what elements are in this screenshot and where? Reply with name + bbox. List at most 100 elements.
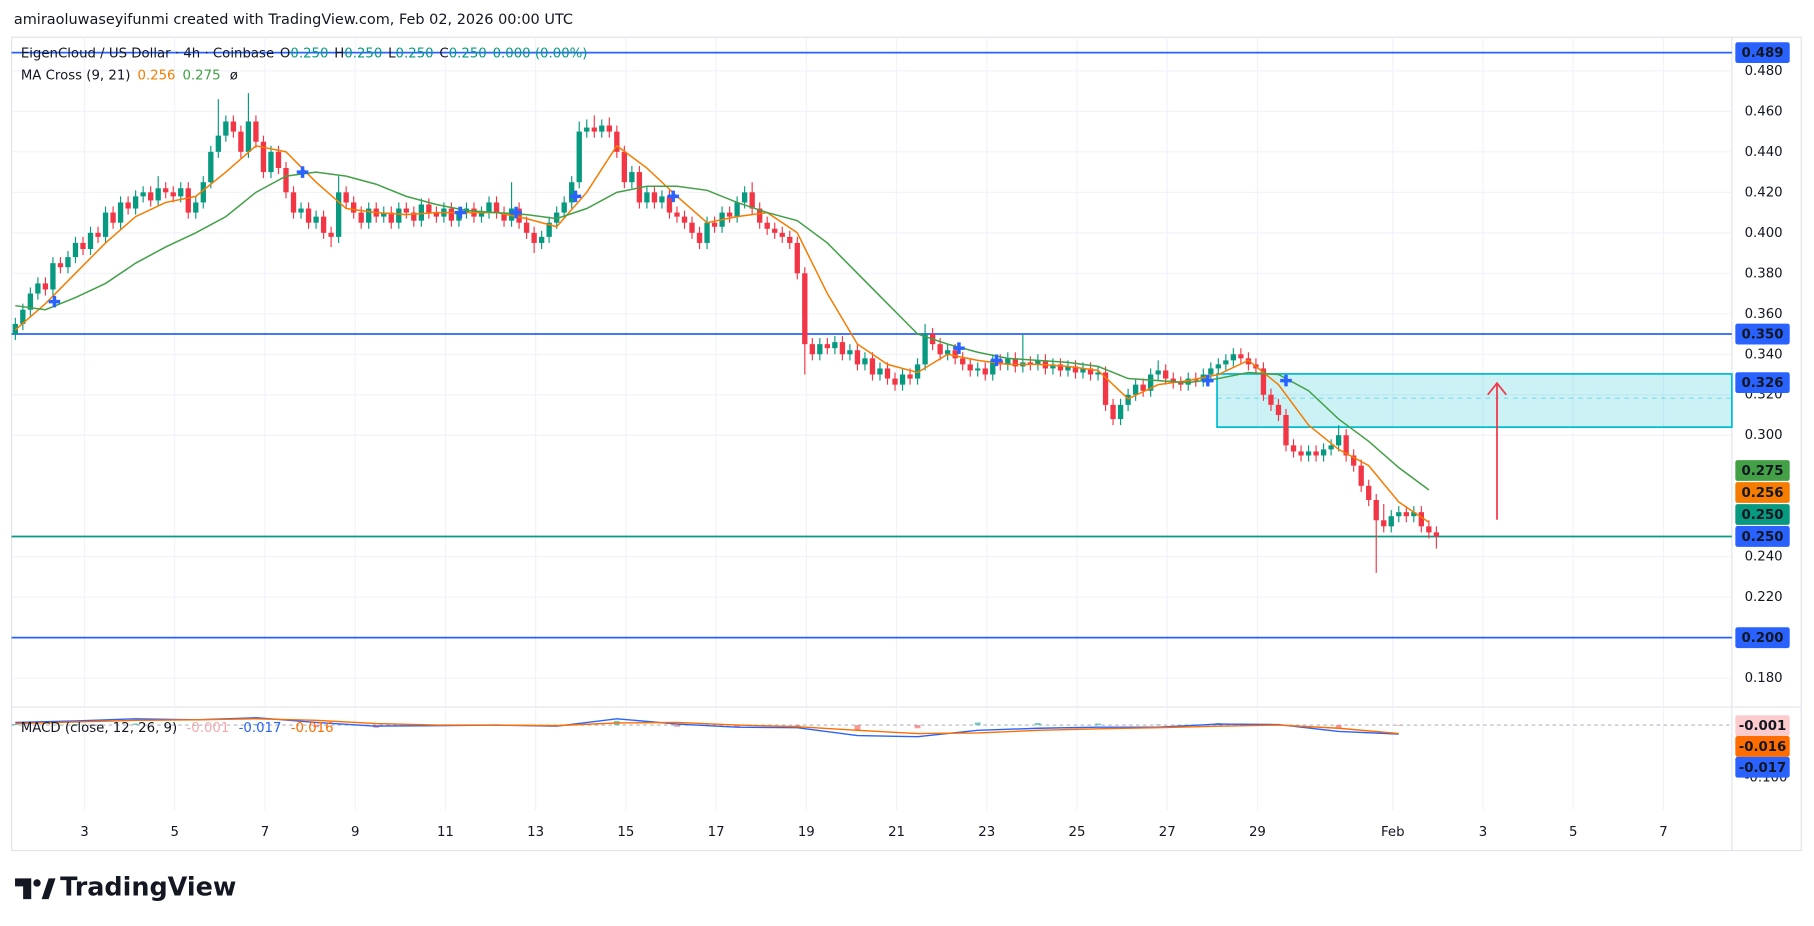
candle-body	[110, 212, 116, 223]
candle-body	[1305, 451, 1312, 456]
candle-body	[1178, 382, 1184, 385]
candle-body	[990, 360, 996, 375]
candle-body	[178, 188, 184, 197]
candle-body	[644, 192, 650, 203]
y-tick-label: 0.380	[1745, 266, 1783, 281]
candle-body	[802, 273, 808, 345]
candle-body	[290, 192, 297, 213]
brand: TradingView	[60, 873, 236, 903]
candle-body	[508, 208, 515, 221]
price-tag	[1735, 460, 1790, 481]
candle-body	[275, 151, 282, 169]
candle-body	[576, 131, 582, 183]
candle-body	[20, 309, 26, 324]
price-tag-label: -0.016	[1739, 740, 1787, 755]
candle-body	[606, 125, 612, 132]
candle-body	[629, 172, 635, 183]
candle-body	[215, 135, 221, 152]
candle-body	[824, 344, 831, 349]
candle-body	[734, 202, 740, 217]
candle-body	[764, 222, 770, 229]
candle-body	[1433, 532, 1440, 537]
candle-body	[591, 127, 597, 132]
candle-body	[997, 360, 1003, 365]
price-tag-label: 0.326	[1741, 376, 1783, 391]
candle-body	[531, 232, 537, 243]
x-tick-label: 7	[1659, 825, 1667, 840]
candle-body	[1411, 512, 1417, 517]
candle-body	[50, 263, 56, 290]
candle-body	[944, 350, 951, 355]
axis: 3 5 7 9 11 13 15 17 19 21 23 25 27 29 Feb 3 5 7 0.480 0.460…	[80, 42, 1790, 840]
candle-body	[268, 151, 274, 173]
candle-body	[1328, 445, 1334, 450]
candle-body	[1132, 384, 1139, 395]
candle-body	[193, 202, 199, 213]
price-tag	[1735, 627, 1790, 649]
candle-body	[35, 283, 41, 294]
candle-body	[862, 358, 868, 365]
candle-body	[320, 216, 327, 233]
indicator-legend: MA Cross (9, 21) 0.256 0.275 ø	[21, 68, 238, 83]
candle-body	[1275, 404, 1282, 415]
candle-body	[260, 141, 267, 173]
candle-body	[57, 263, 64, 268]
candle-body	[1298, 451, 1304, 456]
candle-body	[787, 236, 793, 243]
candle-body	[388, 212, 394, 223]
candle-body	[704, 222, 710, 243]
macd-label: MACD (close, 12, 26, 9)	[21, 721, 177, 736]
candle-body	[1057, 364, 1064, 371]
candle-body	[1320, 449, 1327, 456]
candle-body	[87, 232, 94, 250]
candle-body	[230, 121, 237, 132]
candle-body	[1238, 354, 1244, 359]
candle-body	[960, 358, 966, 365]
x-tick-label: 25	[1069, 825, 1086, 840]
cross-marker	[953, 342, 965, 354]
candle-body	[478, 212, 485, 217]
candle-body	[163, 188, 169, 193]
macd-histogram	[974, 722, 981, 726]
candle-body	[418, 204, 425, 221]
candle-body	[523, 222, 530, 233]
candle-body	[1418, 512, 1424, 527]
cross-marker	[454, 206, 467, 219]
macd-histogram	[313, 725, 319, 728]
candle-body	[794, 242, 800, 274]
price-tag-label: 0.200	[1741, 631, 1783, 646]
candle-body	[245, 121, 252, 152]
price-tag	[1735, 482, 1790, 503]
candle-body	[223, 121, 229, 136]
candle-body	[1102, 372, 1109, 405]
indicator-icon: ø	[230, 68, 238, 83]
candle-body	[1373, 500, 1379, 521]
price-tag-label: -0.001	[1739, 719, 1787, 734]
candle-body	[343, 192, 349, 203]
x-tick-label: 3	[80, 825, 88, 840]
macd-histogram	[854, 725, 861, 731]
candle-body	[486, 202, 492, 213]
candle-body	[1005, 358, 1011, 365]
candle-body	[779, 232, 785, 237]
candle-body	[1027, 362, 1034, 365]
candle-body	[12, 323, 18, 335]
arrow-head	[1487, 381, 1507, 396]
x-tick-label: 21	[888, 825, 905, 840]
x-tick-label: 11	[437, 825, 454, 840]
candle-body	[298, 208, 304, 213]
candle-body	[148, 192, 154, 201]
price-tag	[1735, 736, 1790, 757]
candle-body	[72, 242, 79, 258]
signal-line	[15, 718, 1399, 735]
price-tag	[1735, 756, 1790, 778]
cross-marker	[296, 166, 309, 178]
x-tick-label: 17	[708, 825, 725, 840]
candle-body	[1065, 366, 1071, 371]
candle-body	[1080, 368, 1086, 373]
candle-body	[1283, 414, 1289, 446]
candle-body	[1117, 404, 1124, 420]
ohlc-value: 0.250	[449, 46, 487, 61]
cross-marker	[1202, 374, 1214, 387]
